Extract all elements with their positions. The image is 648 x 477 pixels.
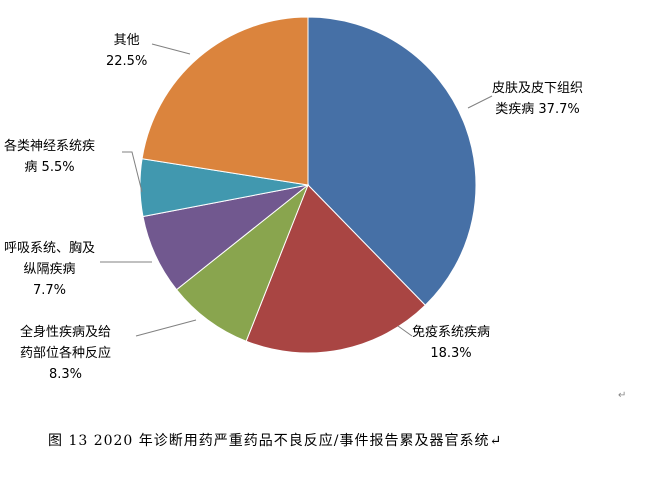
leader-line-1 (397, 325, 413, 337)
label-line: 全身性疾病及给 (20, 325, 112, 340)
pie-slice-0 (307, 16, 477, 306)
label-line: 18.3% (430, 346, 472, 361)
label-line: 病 5.5% (24, 160, 75, 175)
leader-line-5 (151, 43, 191, 55)
label-line: 其他 (113, 33, 140, 48)
label-line: 各类神经系统疾 (4, 139, 96, 154)
label-line: 药部位各种反应 (20, 346, 112, 361)
label-skin: 皮肤及皮下组织 类疾病 37.7% (492, 78, 583, 120)
label-line: 类疾病 37.7% (495, 102, 580, 117)
label-line: 7.7% (32, 283, 67, 298)
label-respiratory: 呼吸系统、胸及 纵隔疾病 7.7% (4, 238, 95, 301)
leader-line-4 (122, 151, 143, 193)
pie-slice-5 (141, 16, 309, 186)
label-nervous: 各类神经系统疾 病 5.5% (4, 136, 95, 178)
leader-line-2 (135, 319, 197, 337)
figure-caption: 图 13 2020 年诊断用药严重药品不良反应/事件报告累及器官系统↵ (48, 433, 503, 449)
label-line: 8.3% (48, 367, 83, 382)
label-other: 其他 22.5% (106, 30, 147, 72)
label-systemic: 全身性疾病及给 药部位各种反应 8.3% (20, 322, 111, 385)
leader-line-0 (467, 95, 493, 109)
paragraph-mark: ↵ (618, 390, 627, 401)
label-line: 纵隔疾病 (23, 262, 76, 277)
label-line: 呼吸系统、胸及 (4, 241, 96, 256)
pie-slice-1 (245, 184, 426, 354)
label-immune: 免疫系统疾病 18.3% (412, 322, 490, 364)
label-line: 免疫系统疾病 (412, 325, 491, 340)
pie-slice-2 (175, 183, 310, 342)
label-line: 皮肤及皮下组织 (492, 81, 584, 96)
pie-chart (100, 16, 493, 354)
label-line: 22.5% (106, 54, 148, 69)
